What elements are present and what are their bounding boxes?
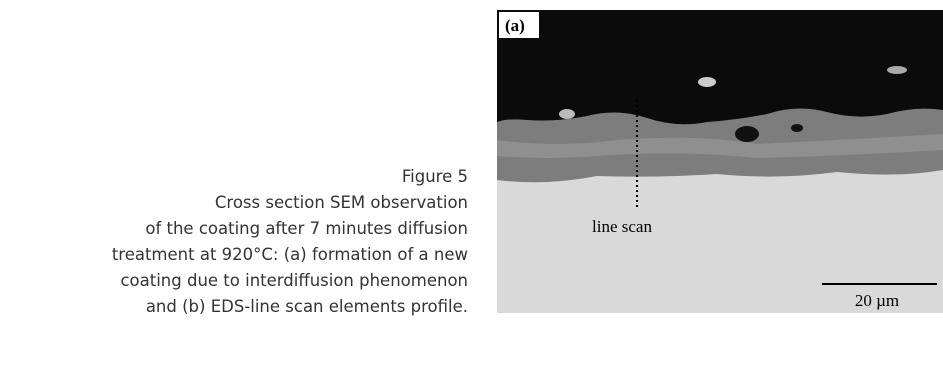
caption-label: Figure 5 <box>112 164 468 190</box>
figure-caption: Figure 5 Cross section SEM observation o… <box>112 164 468 320</box>
scale-bar-label: 20 µm <box>855 291 899 310</box>
particle <box>559 109 575 119</box>
caption-line: treatment at 920°C: (a) formation of a n… <box>112 242 468 268</box>
annotation: line scan <box>592 217 652 236</box>
page: Figure 5 Cross section SEM observation o… <box>0 0 943 367</box>
sem-image: (a) line scan 20 µm <box>497 10 943 313</box>
dark-layer <box>497 10 943 124</box>
caption-line: coating due to interdiffusion phenomenon <box>112 268 468 294</box>
particle <box>698 77 716 87</box>
pore <box>735 126 759 142</box>
pore <box>791 124 803 132</box>
caption-line: and (b) EDS-line scan elements profile. <box>112 294 468 320</box>
particle <box>887 66 907 74</box>
caption-line: of the coating after 7 minutes diffusion <box>112 216 468 242</box>
panel-label: (a) <box>505 16 525 35</box>
caption-line: Cross section SEM observation <box>112 190 468 216</box>
